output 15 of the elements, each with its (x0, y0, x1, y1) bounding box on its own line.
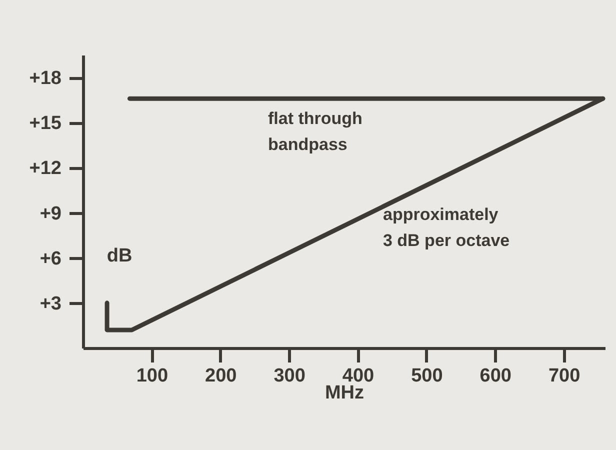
x-tick-label: 300 (274, 366, 306, 386)
y-axis-title: dB (106, 245, 132, 266)
y-tick-label: +3 (40, 293, 62, 314)
x-tick-label: 600 (480, 366, 512, 386)
y-tick-label: +15 (29, 113, 62, 134)
y-tick-label: +18 (29, 68, 62, 90)
y-tick-label: +9 (40, 203, 62, 224)
x-tick-label: 700 (548, 366, 580, 386)
annotation: flat through bandpass (268, 109, 362, 154)
annotation: approximately 3 dB per octave (383, 205, 510, 250)
x-tick-label: 100 (136, 366, 168, 386)
x-tick-label: 200 (205, 366, 237, 386)
y-tick-label: +6 (40, 248, 62, 270)
y-tick-label: +12 (29, 158, 62, 180)
x-tick-label: 500 (411, 366, 443, 386)
